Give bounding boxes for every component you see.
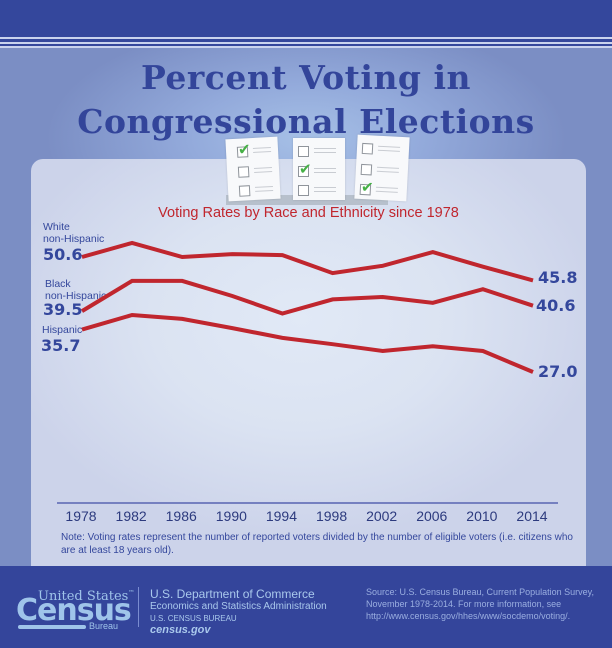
line-icon — [314, 172, 336, 173]
dept-line-3: U.S. CENSUS BUREAU — [150, 614, 237, 623]
series-label-line: non-Hispanic — [43, 233, 105, 245]
checkbox-icon — [298, 185, 309, 196]
source-note: Source: U.S. Census Bureau, Current Popu… — [366, 587, 594, 621]
x-tick-label: 2010 — [466, 508, 498, 524]
title-line-1: Percent Voting in — [140, 58, 472, 97]
census-logo[interactable]: Census — [16, 593, 132, 628]
start-value-black: 39.5 — [43, 300, 83, 319]
series-label-line: Hispanic — [42, 324, 83, 336]
department-info: U.S. Department of Commerce Economics an… — [150, 587, 327, 637]
ballot-icon-2: ✔ — [293, 138, 345, 200]
end-value-hispanic: 27.0 — [538, 362, 578, 381]
x-tick-label: 2002 — [366, 508, 398, 524]
series-line-black-non-hispanic — [80, 278, 534, 316]
x-tick-label: 1994 — [265, 508, 298, 524]
series-label-line: White — [43, 221, 70, 233]
x-tick-label: 2006 — [416, 508, 448, 524]
header-stripes — [0, 36, 612, 48]
x-tick-label: 1998 — [315, 508, 348, 524]
census-gov-link[interactable]: census.gov — [150, 624, 211, 636]
x-tick-label: 1982 — [115, 508, 147, 524]
line-icon — [314, 168, 336, 169]
census-logo-top: United States™ — [38, 589, 134, 604]
footer — [0, 566, 612, 648]
x-tick-label: 1986 — [165, 508, 197, 524]
end-value-black: 40.6 — [536, 296, 576, 315]
page-title: Percent Voting in Congressional Election… — [0, 56, 612, 144]
line-icon — [314, 187, 336, 188]
checkbox-icon — [298, 146, 309, 157]
series-label-black: Black non-Hispanic — [45, 278, 106, 302]
x-tick-label: 1990 — [215, 508, 247, 524]
dept-line-1: U.S. Department of Commerce — [150, 587, 315, 601]
series-label-white: White non-Hispanic — [43, 221, 104, 245]
x-axis-line — [57, 502, 558, 504]
series-line-white-non-hispanic — [81, 240, 534, 283]
logo-top-text: United States — [38, 589, 129, 604]
title-line-2: Congressional Elections — [77, 102, 535, 141]
series-line-hispanic — [81, 312, 534, 374]
x-tick-label: 2014 — [516, 508, 548, 524]
line-icon — [314, 152, 336, 153]
ballot-box-icon — [226, 195, 388, 205]
chart-panel — [31, 159, 586, 566]
series-label-hispanic: Hispanic — [42, 324, 82, 336]
series-label-line: Black — [45, 278, 71, 290]
chart-note: Note: Voting rates represent the number … — [61, 532, 573, 556]
start-value-white: 50.6 — [43, 245, 83, 264]
census-logo-bureau: Bureau — [89, 621, 119, 631]
checkbox-icon — [298, 166, 309, 177]
line-icon — [314, 148, 336, 149]
start-value-hispanic: 35.7 — [41, 336, 81, 355]
trademark: ™ — [128, 589, 135, 597]
series-label-line: non-Hispanic — [45, 290, 107, 302]
header-band — [0, 0, 612, 36]
checkmark-icon: ✔ — [299, 160, 312, 178]
census-logo-bar — [18, 625, 86, 629]
footer-divider — [138, 587, 139, 627]
line-icon — [314, 191, 336, 192]
x-tick-label: 1978 — [65, 508, 97, 524]
end-value-white: 45.8 — [538, 268, 578, 287]
chart-title: Voting Rates by Race and Ethnicity since… — [158, 205, 459, 221]
dept-line-2: Economics and Statistics Administration — [150, 601, 327, 612]
